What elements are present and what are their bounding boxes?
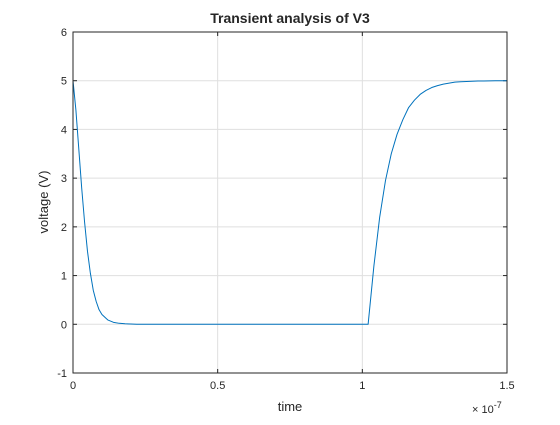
y-tick-label: 6	[61, 27, 67, 39]
y-tick-label: 3	[61, 173, 67, 185]
x-multiplier-base: × 10	[472, 404, 494, 416]
plot-background	[73, 32, 507, 373]
x-tick-label: 1.5	[499, 380, 514, 392]
y-tick-label: 2	[61, 222, 67, 234]
series-line-0	[72, 80, 508, 325]
y-tick-label: 0	[61, 319, 67, 331]
y-axis-label: voltage (V)	[36, 171, 51, 234]
x-tick-label: 0.5	[210, 380, 225, 392]
y-tick-label: 5	[61, 76, 67, 88]
plot-frame	[72, 31, 508, 374]
x-axis-label: time	[278, 399, 303, 414]
y-tick-label: 1	[61, 271, 67, 283]
chart-title: Transient analysis of V3	[210, 10, 370, 26]
x-axis-multiplier: × 10-7	[472, 400, 502, 416]
x-multiplier-exponent: -7	[494, 400, 502, 410]
series-group	[72, 80, 508, 325]
x-tick-label: 0	[70, 380, 76, 392]
y-tick-label: 4	[61, 124, 67, 136]
x-tick-label: 1	[359, 380, 365, 392]
y-tick-label: -1	[57, 368, 67, 380]
